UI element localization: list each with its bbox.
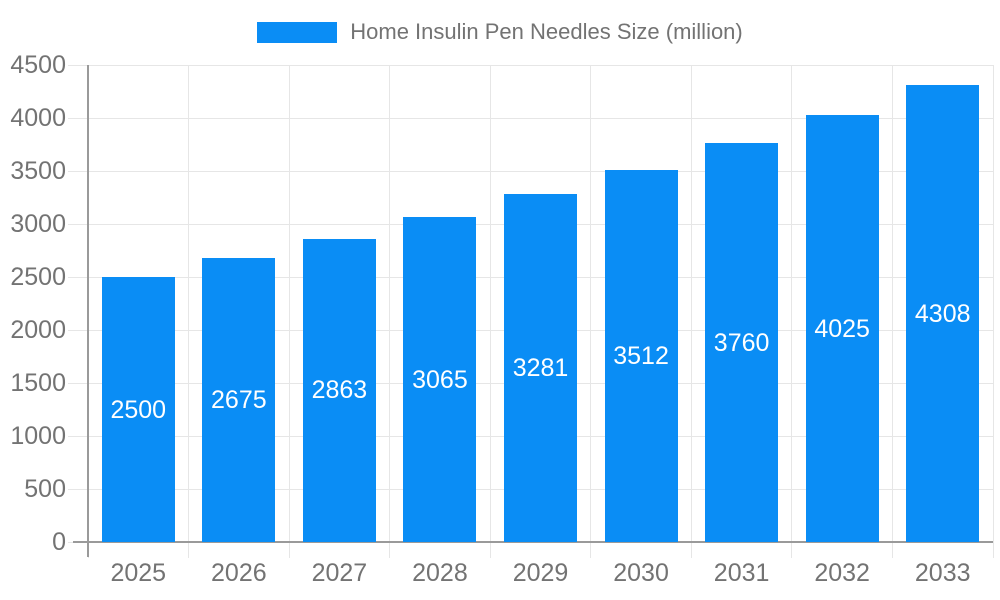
bar: 3760	[705, 143, 779, 542]
y-tickmark	[68, 382, 88, 384]
y-tickmark	[68, 329, 88, 331]
bar: 2675	[202, 258, 276, 542]
bar-value-label: 2500	[110, 395, 167, 424]
bar: 3512	[604, 169, 678, 542]
x-tickmark	[389, 542, 391, 558]
x-tickmark	[791, 542, 793, 558]
y-tickmark	[68, 435, 88, 437]
x-gridline	[690, 65, 692, 542]
x-gridline	[188, 65, 190, 542]
x-axis-tick-label: 2032	[814, 559, 870, 587]
x-tickmark	[992, 542, 994, 558]
bar: 2863	[302, 238, 376, 542]
y-axis-tick-label: 3500	[10, 157, 66, 185]
y-tickmark	[68, 64, 88, 66]
bar-value-label: 2863	[311, 376, 368, 405]
y-axis-tick-label: 0	[52, 528, 66, 556]
x-axis-tick-label: 2030	[613, 559, 669, 587]
x-gridline	[590, 65, 592, 542]
x-gridline	[288, 65, 290, 542]
chart-legend[interactable]: Home Insulin Pen Needles Size (million)	[0, 19, 1000, 45]
x-axis-tick-label: 2027	[311, 559, 368, 587]
x-tickmark	[690, 542, 692, 558]
x-axis-tick-label: 2033	[914, 559, 971, 587]
x-gridline	[992, 65, 994, 542]
y-tickmark	[68, 170, 88, 172]
y-gridline	[88, 117, 993, 119]
x-gridline	[489, 65, 491, 542]
x-tickmark	[489, 542, 491, 558]
y-axis-tick-label: 2500	[10, 263, 66, 291]
y-gridline	[88, 64, 993, 66]
x-tickmark	[188, 542, 190, 558]
x-axis-tick-label: 2028	[412, 559, 468, 587]
y-axis-tick-label: 2000	[10, 316, 66, 344]
bar: 3281	[504, 194, 577, 542]
x-axis-tick-label: 2031	[713, 559, 770, 587]
x-gridline	[389, 65, 391, 542]
bar: 3065	[403, 217, 477, 542]
bar: 2500	[101, 277, 175, 542]
y-tickmark	[68, 223, 88, 225]
y-axis-tick-label: 1500	[10, 369, 66, 397]
bar-value-label: 2675	[211, 386, 267, 415]
bar-value-label: 4308	[914, 299, 971, 328]
x-tickmark	[891, 542, 893, 558]
x-axis-tick-label: 2025	[110, 559, 167, 587]
bar: 4025	[805, 115, 879, 542]
bar: 4308	[906, 85, 980, 542]
x-axis-tick-label: 2029	[512, 559, 569, 587]
y-axis-tick-label: 1000	[10, 422, 66, 450]
x-tickmark	[590, 542, 592, 558]
legend-swatch	[257, 21, 338, 43]
x-axis-line	[73, 541, 993, 543]
y-tickmark	[68, 276, 88, 278]
y-axis-tick-label: 4000	[10, 104, 66, 132]
x-gridline	[791, 65, 793, 542]
x-tickmark	[288, 542, 290, 558]
y-tickmark	[68, 488, 88, 490]
y-axis-line	[87, 65, 89, 557]
bar-value-label: 3065	[412, 365, 468, 394]
y-gridline	[88, 170, 993, 172]
y-axis-tick-label: 500	[24, 475, 66, 503]
bar-value-label: 3760	[713, 328, 770, 357]
y-tickmark	[68, 117, 88, 119]
legend-label: Home Insulin Pen Needles Size (million)	[350, 19, 743, 44]
bar-value-label: 3281	[512, 354, 569, 383]
y-axis-tick-label: 3000	[10, 210, 66, 238]
x-gridline	[891, 65, 893, 542]
bar-value-label: 4025	[814, 314, 870, 343]
bar-value-label: 3512	[613, 341, 669, 370]
x-axis-tick-label: 2026	[211, 559, 267, 587]
y-axis-tick-label: 4500	[10, 51, 66, 79]
